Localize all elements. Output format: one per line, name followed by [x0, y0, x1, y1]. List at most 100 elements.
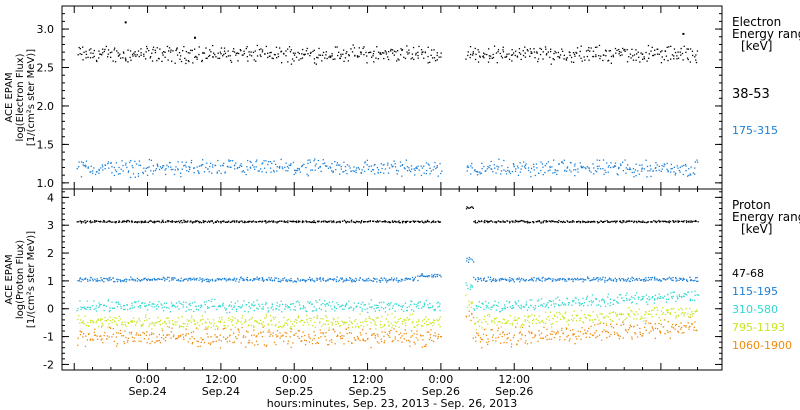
- proton-data-point: [475, 222, 477, 224]
- proton-data-point: [265, 345, 267, 347]
- electron-data-point: [309, 55, 311, 57]
- electron-data-point: [235, 162, 237, 164]
- proton-data-point: [476, 221, 479, 224]
- proton-data-point: [81, 307, 84, 309]
- electron-data-point: [501, 57, 504, 59]
- proton-data-point: [491, 336, 494, 338]
- proton-data-point: [260, 332, 262, 334]
- proton-data-point: [538, 299, 540, 301]
- proton-data-point: [414, 326, 416, 328]
- proton-data-point: [399, 222, 401, 224]
- electron-data-point: [561, 48, 563, 50]
- electron-data-point: [539, 53, 542, 56]
- proton-data-point: [180, 220, 183, 222]
- proton-data-point: [558, 279, 561, 281]
- proton-data-point: [567, 324, 570, 326]
- proton-data-point: [487, 221, 489, 223]
- proton-data-point: [88, 332, 90, 335]
- electron-data-point: [496, 62, 498, 64]
- proton-data-point: [158, 333, 160, 336]
- proton-data-point: [528, 306, 530, 309]
- proton-data-point: [320, 304, 322, 306]
- proton-data-point: [374, 337, 376, 339]
- electron-data-point: [269, 55, 271, 57]
- electron-data-point: [269, 167, 272, 169]
- proton-data-point: [107, 300, 109, 302]
- proton-data-point: [310, 320, 312, 322]
- proton-data-point: [613, 331, 616, 333]
- electron-data-point: [96, 60, 98, 63]
- proton-data-point: [223, 278, 226, 280]
- proton-data-point: [371, 334, 373, 336]
- proton-data-point: [206, 333, 208, 335]
- proton-data-point: [626, 279, 629, 281]
- proton-data-point: [313, 220, 315, 222]
- proton-data-point: [522, 279, 524, 281]
- proton-data-point: [471, 206, 474, 208]
- proton-data-point: [526, 309, 529, 311]
- proton-data-point: [90, 222, 92, 224]
- electron-data-point: [557, 169, 559, 172]
- electron-data-point: [78, 161, 80, 163]
- proton-data-point: [577, 299, 579, 301]
- proton-data-point: [633, 318, 635, 320]
- proton-data-point: [138, 340, 140, 342]
- electron-data-point: [417, 54, 419, 57]
- electron-data-point: [579, 50, 581, 53]
- proton-data-point: [180, 325, 182, 328]
- proton-data-point: [695, 220, 697, 222]
- proton-data-point: [204, 321, 206, 323]
- proton-data-point: [552, 300, 554, 302]
- proton-data-point: [144, 305, 146, 307]
- electron-data-point: [313, 58, 316, 60]
- proton-data-point: [279, 325, 282, 328]
- proton-data-point: [465, 316, 468, 318]
- electron-data-point: [363, 46, 365, 48]
- electron-data-point: [666, 168, 668, 170]
- proton-data-point: [648, 322, 650, 324]
- proton-data-point: [112, 307, 115, 309]
- proton-data-point: [647, 279, 649, 282]
- proton-data-point: [290, 280, 293, 282]
- proton-data-point: [388, 335, 390, 337]
- electron-data-point: [170, 168, 172, 171]
- electron-data-point: [290, 164, 292, 166]
- electron-data-point: [95, 171, 98, 173]
- electron-data-point: [109, 52, 111, 54]
- proton-data-point: [290, 331, 292, 333]
- proton-data-point: [569, 329, 571, 332]
- proton-data-point: [346, 279, 348, 281]
- electron-data-point: [613, 166, 615, 168]
- proton-data-point: [465, 282, 467, 284]
- proton-data-point: [614, 277, 616, 279]
- electron-data-point: [286, 166, 289, 168]
- proton-data-point: [539, 279, 541, 281]
- proton-data-point: [666, 310, 669, 312]
- proton-data-point: [643, 280, 645, 282]
- proton-data-point: [193, 277, 195, 279]
- electron-data-point: [689, 48, 692, 50]
- electron-data-point: [261, 171, 263, 173]
- electron-data-point: [671, 54, 674, 56]
- proton-data-point: [79, 220, 81, 222]
- electron-data-point: [607, 166, 609, 168]
- proton-data-point: [269, 314, 272, 317]
- proton-data-point: [644, 322, 647, 325]
- proton-data-point: [257, 221, 259, 223]
- proton-data-point: [475, 340, 477, 342]
- proton-data-point: [516, 319, 518, 321]
- proton-data-point: [368, 316, 370, 318]
- electron-data-point: [212, 166, 214, 168]
- proton-data-point: [172, 336, 175, 338]
- proton-data-point: [552, 278, 554, 280]
- electron-data-point: [298, 52, 300, 55]
- proton-data-point: [271, 220, 273, 222]
- proton-data-point: [81, 221, 83, 223]
- proton-data-point: [593, 334, 595, 336]
- proton-data-point: [560, 304, 562, 306]
- proton-data-point: [579, 278, 582, 280]
- proton-data-point: [219, 304, 221, 307]
- proton-data-point: [573, 317, 575, 320]
- proton-data-point: [660, 297, 662, 299]
- proton-data-point: [198, 222, 200, 224]
